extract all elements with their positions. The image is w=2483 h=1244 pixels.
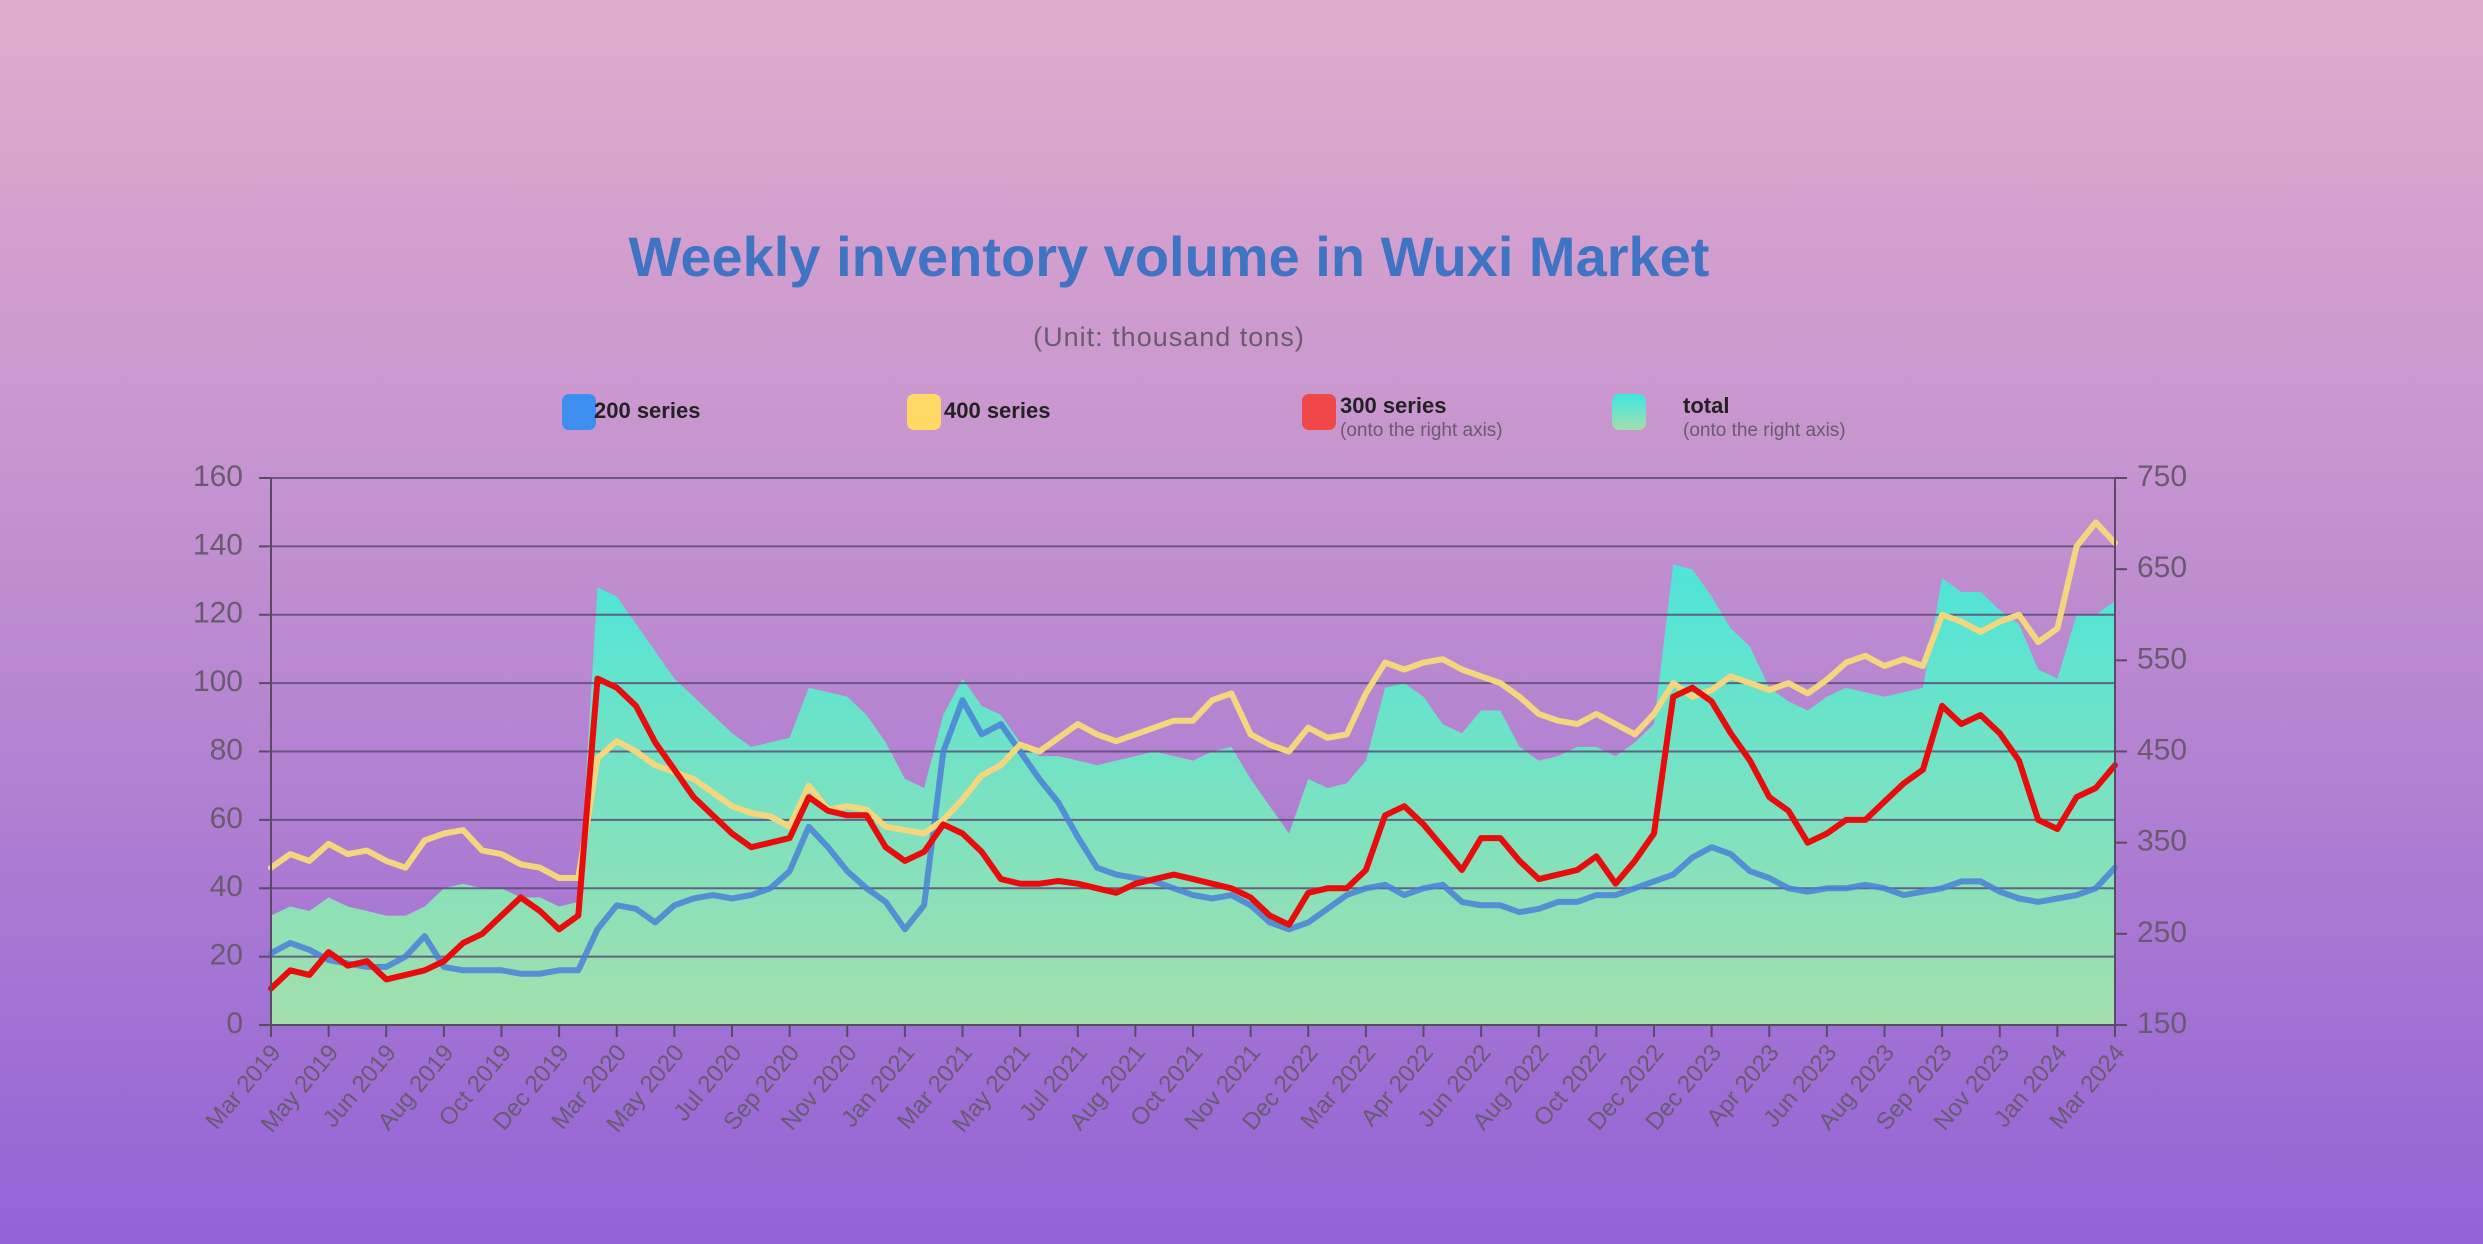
y-tick-label: 0 (226, 1007, 243, 1040)
chart-subtitle: (Unit: thousand tons) (1033, 322, 1305, 352)
legend-note: (onto the right axis) (1683, 420, 1846, 441)
y2-tick-label: 250 (2137, 916, 2187, 949)
y2-tick-label: 650 (2137, 551, 2187, 584)
legend-swatch (1302, 394, 1336, 430)
line (268, 675, 2118, 992)
y-tick-label: 20 (210, 939, 243, 972)
y-tick-label: 140 (193, 528, 243, 561)
legend-note: (onto the right axis) (1340, 420, 1503, 441)
line (268, 519, 2118, 881)
y2-tick-label: 750 (2137, 460, 2187, 493)
y-tick-label: 60 (210, 802, 243, 835)
y2-tick-label: 350 (2137, 825, 2187, 858)
y2-tick-label: 150 (2137, 1007, 2187, 1040)
chart-title: Weekly inventory volume in Wuxi Market (629, 225, 1710, 288)
y2-tick-label: 550 (2137, 642, 2187, 675)
y2-tick-label: 450 (2137, 733, 2187, 766)
legend-swatch (907, 394, 941, 430)
line (268, 697, 2118, 977)
y-tick-label: 100 (193, 665, 243, 698)
legend-label: total (1683, 393, 1729, 418)
legend-swatch (1612, 394, 1646, 430)
legend-label: 400 series (944, 398, 1050, 423)
legend-label: 300 series (1340, 393, 1446, 418)
legend-swatch (562, 394, 596, 430)
y-tick-label: 160 (193, 460, 243, 493)
legend-label: 200 series (594, 398, 700, 423)
area (271, 564, 2115, 1025)
y-tick-label: 120 (193, 597, 243, 630)
y-tick-label: 80 (210, 733, 243, 766)
y-tick-label: 40 (210, 870, 243, 903)
